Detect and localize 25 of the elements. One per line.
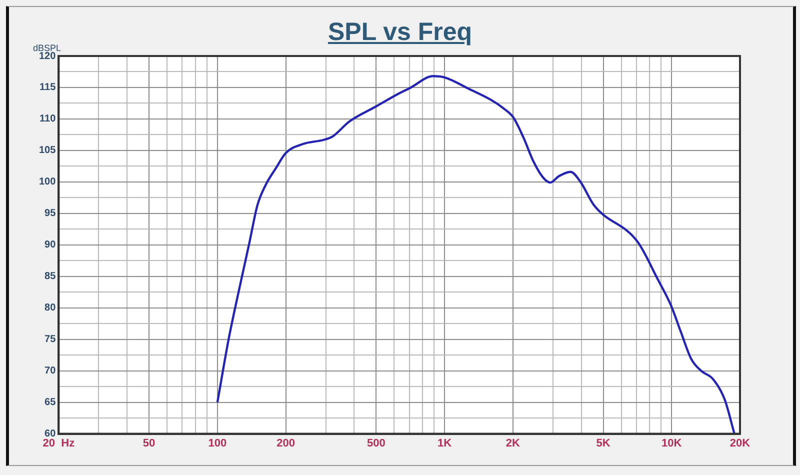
y-tick-label: 85 (44, 271, 56, 282)
x-tick-label: 2K (506, 437, 520, 450)
x-tick-label: 500 (366, 437, 386, 450)
x-tick-label: 200 (276, 437, 295, 450)
y-tick-label: 110 (40, 114, 56, 125)
y-tick-label: 100 (38, 176, 56, 188)
x-tick-label: 5K (596, 437, 610, 450)
x-tick-label: 20K (730, 437, 750, 450)
x-tick-label: 1K (438, 437, 452, 450)
x-tick-label: 100 (208, 437, 227, 450)
y-tick-label: 95 (44, 208, 56, 220)
y-tick-label: 120 (38, 50, 56, 62)
x-tick-label: 50 (142, 437, 156, 450)
x-tick-label: 10K (662, 437, 682, 450)
x-tick-label: 20 Hz (42, 437, 76, 450)
y-tick-label: 80 (44, 302, 56, 314)
y-axis-title: dBSPL (33, 43, 62, 53)
y-tick-label: 65 (44, 397, 56, 408)
y-tick-label: 115 (40, 82, 56, 94)
y-tick-label: 90 (44, 240, 56, 251)
chart-title: SPL vs Freq (328, 18, 472, 46)
y-tick-label: 105 (38, 145, 56, 156)
y-tick-label: 70 (44, 366, 56, 377)
y-tick-label: 75 (44, 334, 56, 346)
y-tick-label: 60 (44, 428, 56, 440)
